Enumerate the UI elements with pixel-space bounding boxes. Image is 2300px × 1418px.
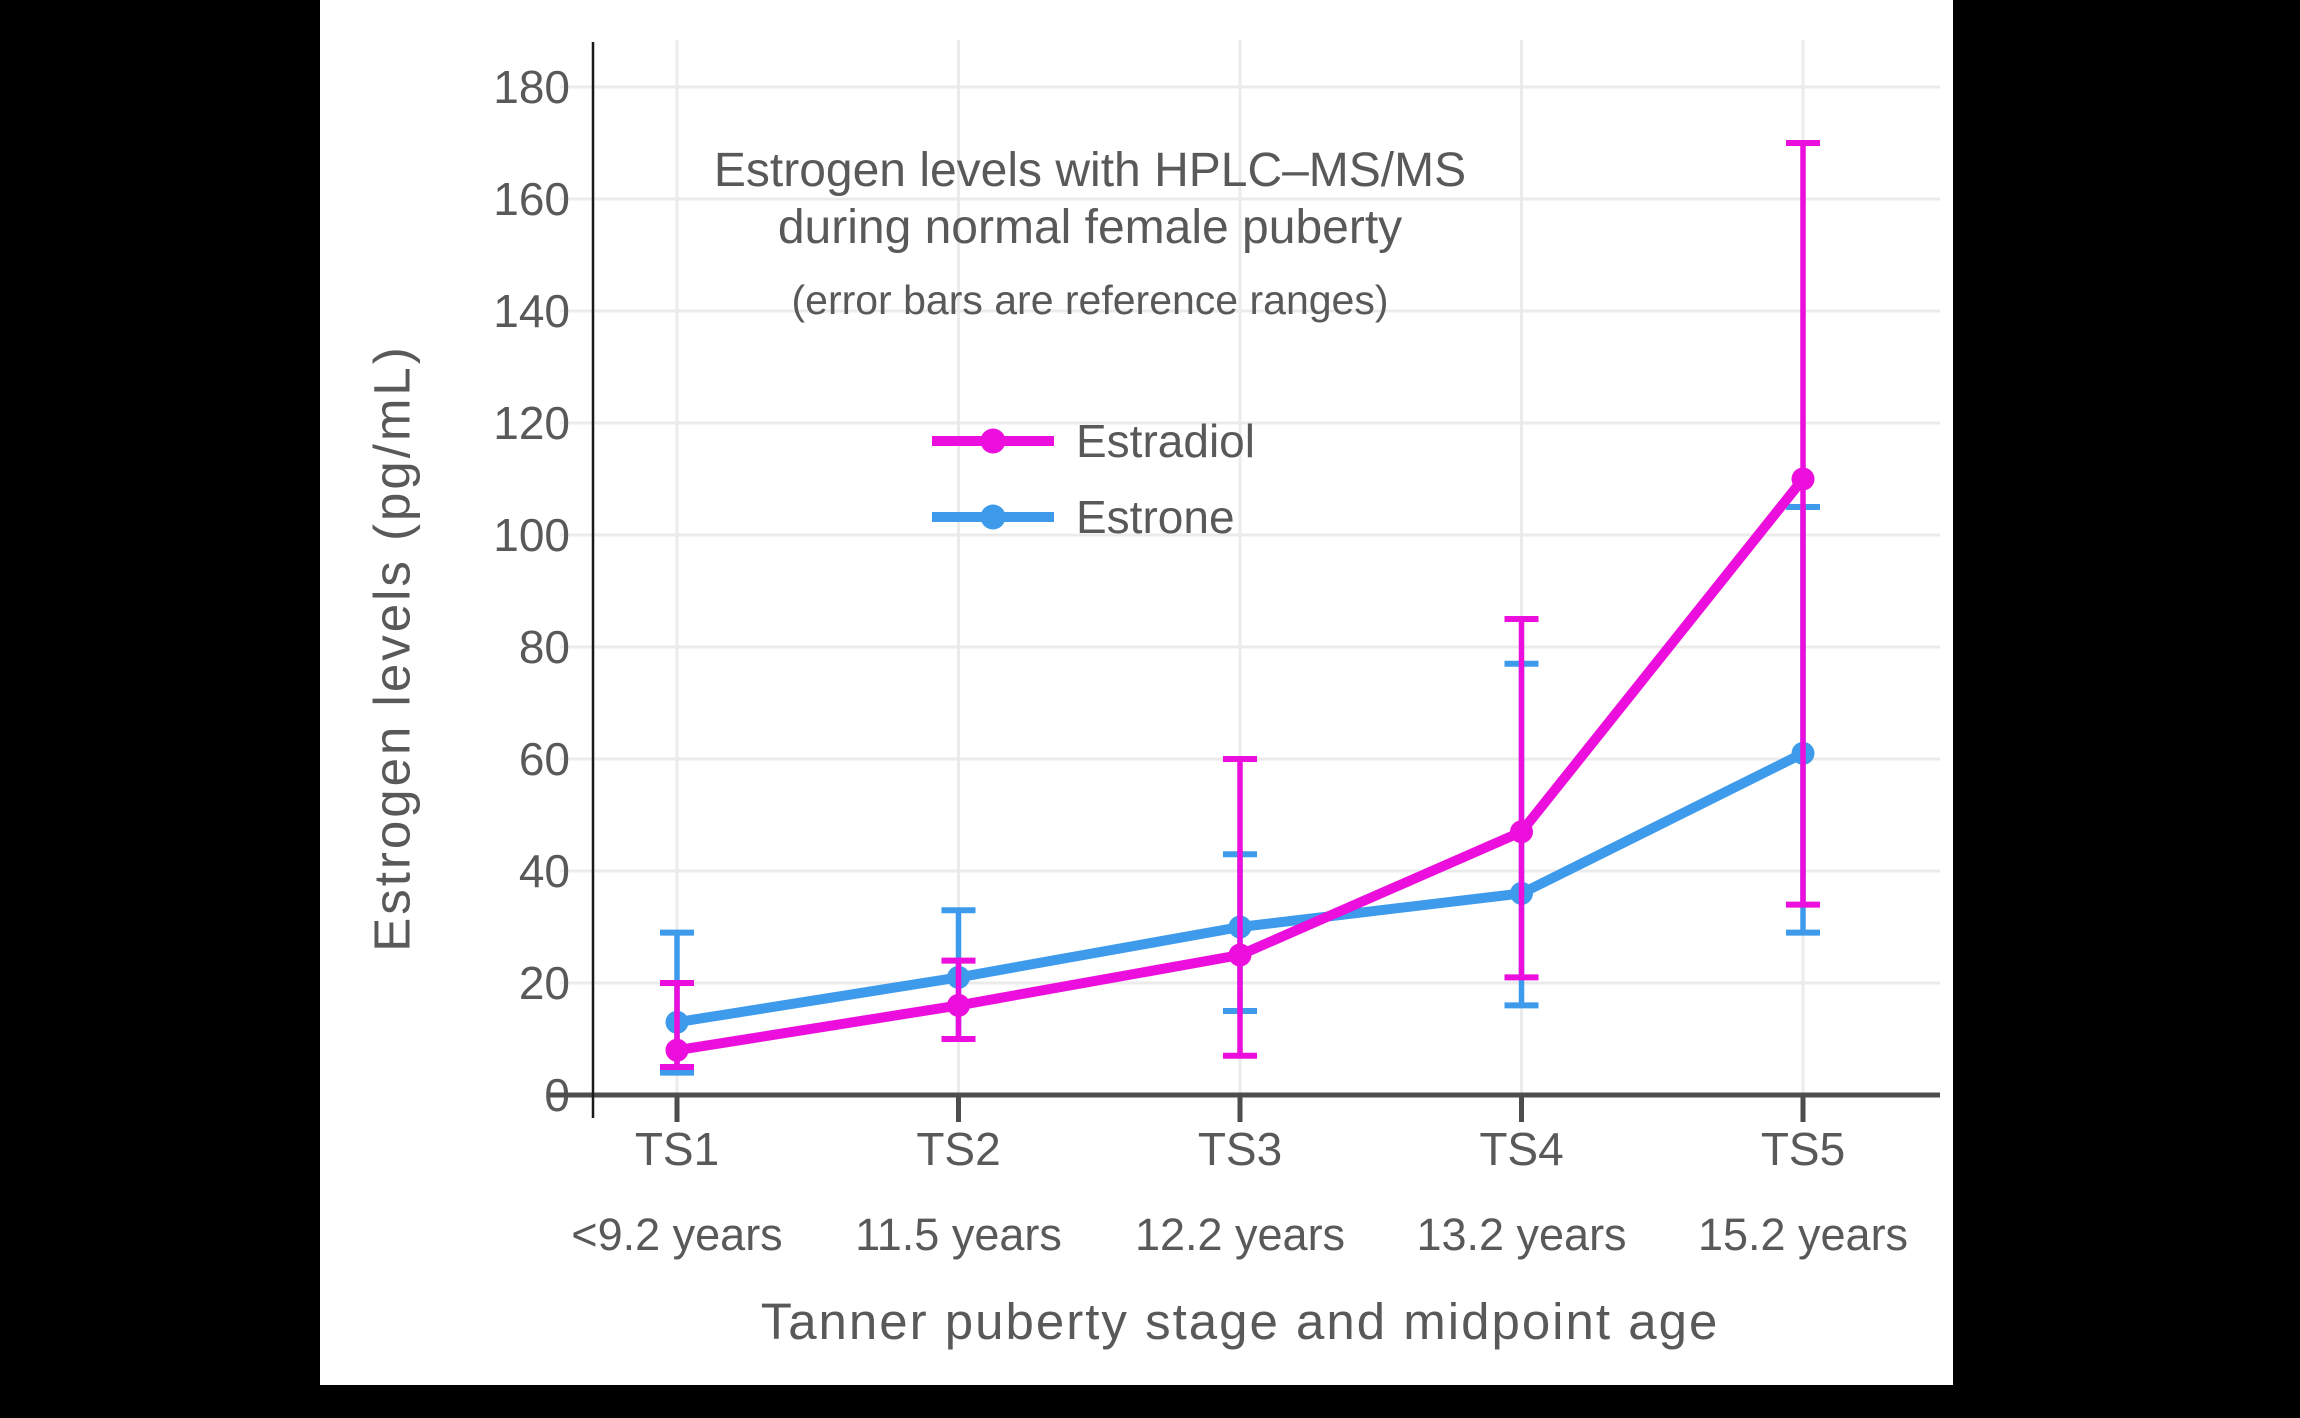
y-tick-label-20: 20 <box>519 957 570 1009</box>
legend: Estradiol Estrone <box>930 414 1255 544</box>
legend-label-estradiol: Estradiol <box>1076 415 1255 467</box>
legend-swatch-estrone <box>932 504 1054 530</box>
y-tick-label-80: 80 <box>519 621 570 673</box>
data-point-estradiol-TS3 <box>1228 943 1252 967</box>
x-tick-label-TS4: TS4 <box>1479 1123 1563 1175</box>
x-tick-sublabel-TS5: 15.2 years <box>1698 1209 1908 1260</box>
x-axis-title: Tanner puberty stage and midpoint age <box>760 1293 1720 1350</box>
y-tick-label-40: 40 <box>519 845 570 897</box>
x-tick-sublabel-TS1: <9.2 years <box>571 1209 782 1260</box>
chart-title-line2: during normal female puberty <box>777 201 1403 254</box>
legend-swatch-estradiol <box>932 428 1054 454</box>
x-tick-sublabel-TS3: 12.2 years <box>1135 1209 1345 1260</box>
legend-dot-icon <box>980 428 1006 454</box>
x-tick-label-TS1: TS1 <box>635 1123 719 1175</box>
x-tick-label-TS2: TS2 <box>916 1123 1000 1175</box>
y-tick-label-100: 100 <box>493 509 570 561</box>
y-tick-label-180: 180 <box>493 61 570 113</box>
legend-item-estrone[interactable]: Estrone <box>930 490 1255 544</box>
legend-dot-icon <box>980 504 1006 530</box>
x-tick-sublabel-TS2: 11.5 years <box>855 1209 1062 1260</box>
y-tick-label-120: 120 <box>493 397 570 449</box>
y-axis-title: Estrogen levels (pg/mL) <box>363 344 421 952</box>
chart-panel: 0 20 40 60 80 100 120 140 160 180 TS1 <9.2 years TS2… <box>320 0 1953 1385</box>
x-tick-label-TS5: TS5 <box>1761 1123 1845 1175</box>
data-point-estradiol-TS5 <box>1791 467 1815 491</box>
legend-item-estradiol[interactable]: Estradiol <box>930 414 1255 468</box>
chart-title-line1: Estrogen levels with HPLC–MS/MS <box>713 144 1467 197</box>
legend-label-estrone: Estrone <box>1076 491 1235 543</box>
chart-title: Estrogen levels with HPLC–MS/MS during n… <box>714 142 1466 329</box>
y-tick-label-160: 160 <box>493 173 570 225</box>
x-tick-sublabel-TS4: 13.2 years <box>1416 1209 1626 1260</box>
data-point-estradiol-TS4 <box>1510 820 1533 844</box>
y-tick-label-60: 60 <box>519 733 570 785</box>
x-tick-label-TS3: TS3 <box>1198 1123 1282 1175</box>
y-tick-label-140: 140 <box>493 285 570 337</box>
data-point-estradiol-TS2 <box>947 993 970 1017</box>
chart-subtitle: (error bars are reference ranges) <box>791 277 1389 323</box>
data-point-estradiol-TS1 <box>665 1038 689 1062</box>
